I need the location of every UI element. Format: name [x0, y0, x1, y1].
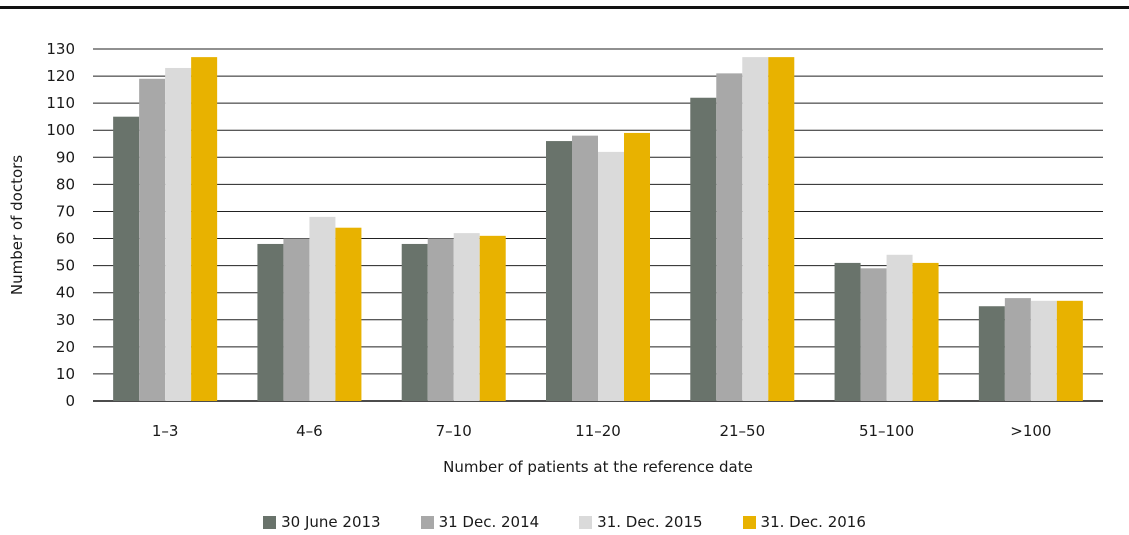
- y-tick-label: 70: [56, 202, 75, 220]
- bar: [257, 243, 284, 401]
- x-tick-label: 51–100: [859, 422, 914, 440]
- x-tick-label: 11–20: [575, 422, 621, 440]
- bar: [427, 238, 454, 401]
- top-rule: [0, 6, 1129, 9]
- bar: [113, 116, 140, 401]
- y-tick-label: 110: [46, 94, 75, 112]
- x-tick-label: 7–10: [436, 422, 472, 440]
- bar: [742, 57, 769, 401]
- bar: [572, 135, 598, 401]
- bar: [1030, 300, 1057, 401]
- y-tick-label: 130: [46, 40, 75, 58]
- bar: [912, 262, 939, 401]
- y-tick-label: 100: [46, 121, 75, 139]
- y-tick-label: 60: [56, 230, 75, 248]
- legend-swatch: [263, 515, 277, 529]
- y-tick-labels: 0 10 20 30 40 50 60 70 80 90 100 110 120 130: [46, 40, 75, 410]
- bar: [978, 306, 1005, 401]
- bar: [1056, 300, 1083, 401]
- bar: [834, 262, 861, 401]
- legend-label: 31. Dec. 2016: [760, 513, 866, 531]
- bar: [546, 141, 572, 402]
- y-tick-label: 20: [56, 338, 75, 356]
- bar: [886, 254, 913, 401]
- legend-item: 31. Dec. 2016: [742, 513, 866, 531]
- legend-item: 30 June 2013: [263, 513, 381, 531]
- y-tick-label: 120: [46, 67, 75, 85]
- y-axis-title: Number of doctors: [8, 155, 26, 295]
- y-tick-label: 30: [56, 311, 75, 329]
- x-tick-label: 1–3: [152, 422, 179, 440]
- x-axis-title: Number of patients at the reference date: [443, 458, 753, 476]
- legend: 30 June 2013 31 Dec. 2014 31. Dec. 2015 31.…: [0, 510, 1129, 534]
- y-tick-label: 90: [56, 148, 75, 166]
- bar: [335, 227, 362, 401]
- x-tick-label: >100: [1010, 422, 1051, 440]
- x-tick-labels: 1–3 4–6 7–10 11–20 21–50 51–100 >100: [152, 422, 1052, 440]
- bar-chart: 0 10 20 30 40 50 60 70 80 90 100 110 120 130 1–3 4–6 7–…: [8, 40, 1103, 476]
- legend-swatch: [579, 515, 593, 529]
- legend-swatch: [420, 515, 434, 529]
- bar: [283, 238, 310, 401]
- legend-label: 30 June 2013: [281, 513, 381, 531]
- y-tick-label: 80: [56, 175, 75, 193]
- bar: [1004, 298, 1031, 401]
- bar: [453, 233, 480, 401]
- y-tick-label: 40: [56, 284, 75, 302]
- legend-item: 31 Dec. 2014: [420, 513, 540, 531]
- bars: [113, 57, 1083, 402]
- legend-label: 31. Dec. 2015: [597, 513, 703, 531]
- bar: [479, 235, 506, 401]
- x-tick-label: 21–50: [719, 422, 765, 440]
- bar: [690, 97, 717, 401]
- bar: [309, 216, 336, 401]
- legend-label: 31 Dec. 2014: [438, 513, 540, 531]
- bar: [401, 243, 428, 401]
- bar: [139, 78, 166, 402]
- y-tick-label: 10: [56, 365, 75, 383]
- bar: [598, 151, 624, 401]
- x-tick-label: 4–6: [296, 422, 323, 440]
- legend-item: 31. Dec. 2015: [579, 513, 703, 531]
- bar: [624, 132, 650, 401]
- bar: [768, 57, 795, 401]
- y-tick-label: 0: [65, 392, 75, 410]
- bar: [860, 268, 887, 401]
- bar: [716, 73, 743, 401]
- bar: [191, 57, 218, 401]
- bar: [165, 67, 192, 401]
- y-tick-label: 50: [56, 257, 75, 275]
- legend-swatch: [742, 515, 756, 529]
